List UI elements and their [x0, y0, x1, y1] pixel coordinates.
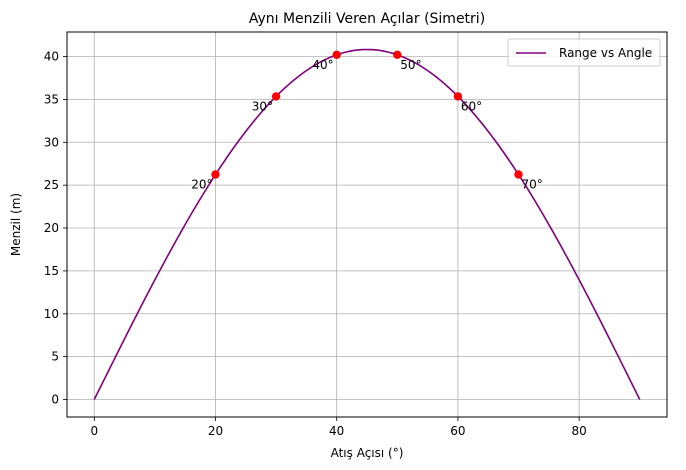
grid — [67, 32, 667, 417]
x-tick-label: 0 — [90, 424, 98, 438]
y-tick-label: 40 — [44, 50, 59, 64]
data-point — [453, 92, 463, 101]
legend-label: Range vs Angle — [559, 46, 652, 60]
x-tick-label: 80 — [571, 424, 586, 438]
y-tick-label: 35 — [44, 92, 59, 106]
point-label: 30° — [252, 99, 273, 113]
curve-layer — [93, 48, 641, 400]
y-tick-label: 10 — [44, 307, 59, 321]
legend-box — [507, 38, 661, 67]
x-tick-label: 40 — [329, 424, 344, 438]
data-point — [332, 50, 341, 60]
point-label: 20° — [191, 178, 212, 192]
data-point — [211, 170, 220, 179]
y-tick-label: 15 — [44, 264, 59, 278]
y-tick-label: 0 — [51, 393, 59, 407]
data-point — [514, 170, 523, 179]
range-curve — [93, 48, 641, 400]
legend: Range vs Angle — [507, 38, 661, 67]
point-label: 40° — [312, 58, 333, 72]
y-tick-label: 5 — [51, 350, 59, 364]
ticks-layer: 0 20 40 60 80 0 5 10 15 20 25 30 35 40 — [44, 50, 587, 438]
point-label: 70° — [522, 178, 543, 192]
points-layer: 20° 30° 40° 50° 60° 70° — [191, 50, 543, 192]
plot-area-frame — [66, 31, 668, 418]
data-point — [271, 92, 281, 101]
y-tick-label: 20 — [44, 221, 59, 235]
point-label: 50° — [400, 58, 421, 72]
y-axis-label: Menzil (m) — [9, 193, 23, 256]
data-point — [393, 50, 402, 60]
x-axis-label: Atış Açısı (°) — [331, 446, 404, 460]
y-tick-label: 30 — [44, 135, 59, 149]
point-label: 60° — [461, 99, 482, 113]
y-tick-label: 25 — [44, 178, 59, 192]
x-tick-label: 20 — [208, 424, 223, 438]
x-tick-label: 60 — [450, 424, 465, 438]
chart-title: Aynı Menzili Veren Açılar (Simetri) — [249, 11, 485, 27]
